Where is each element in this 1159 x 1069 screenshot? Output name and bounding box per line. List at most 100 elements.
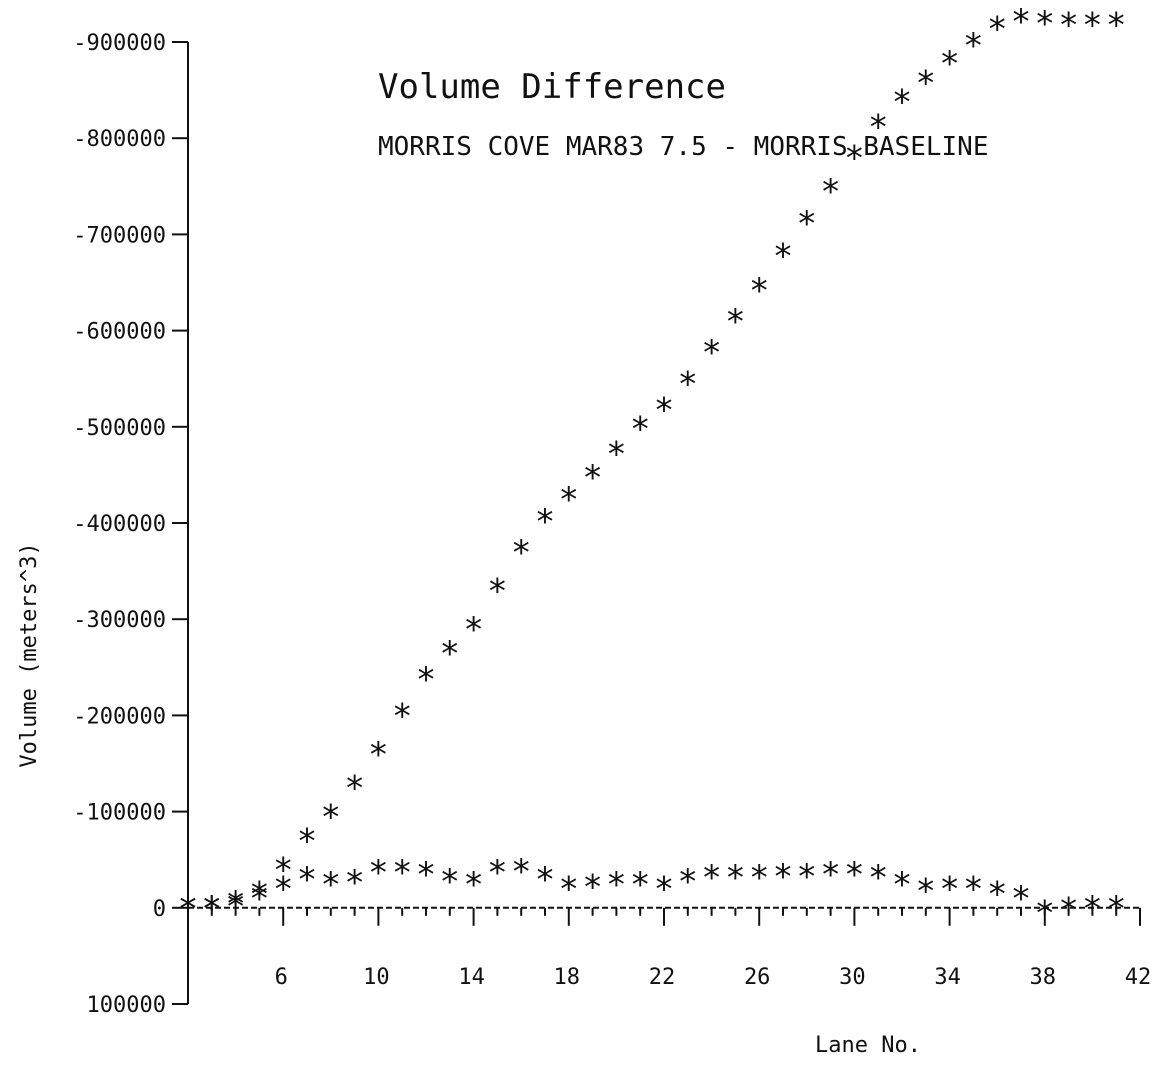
data-point-series-2: * bbox=[249, 879, 269, 919]
data-point-series-2: * bbox=[297, 860, 317, 900]
data-point-series-1: * bbox=[725, 302, 745, 342]
data-point-series-1: * bbox=[606, 435, 626, 475]
data-point-series-2: * bbox=[392, 853, 412, 893]
data-point-series-2: * bbox=[416, 855, 436, 895]
data-point-series-1: * bbox=[916, 63, 936, 103]
data-point-series-1: * bbox=[1082, 6, 1102, 46]
y-tick-label: -800000 bbox=[73, 127, 166, 152]
data-point-series-2: * bbox=[820, 855, 840, 895]
data-point-series-2: * bbox=[606, 865, 626, 905]
chart-subtitle: MORRIS COVE MAR83 7.5 - MORRIS BASELINE bbox=[378, 132, 988, 162]
data-point-series-1: * bbox=[892, 83, 912, 123]
x-ticks: 6 10 14 18 22 26 30 34 38 42 bbox=[210, 907, 1151, 990]
data-point-series-1: * bbox=[820, 172, 840, 212]
data-point-series-2: * bbox=[1058, 891, 1078, 931]
data-point-series-1: * bbox=[416, 660, 436, 700]
data-point-series-2: * bbox=[321, 865, 341, 905]
data-point-series-2: * bbox=[463, 865, 483, 905]
data-point-series-2: * bbox=[487, 853, 507, 893]
x-tick-label: 14 bbox=[458, 965, 485, 990]
data-point-series-1: * bbox=[654, 390, 674, 430]
y-tick-label: -200000 bbox=[73, 704, 166, 729]
y-tick-label: -600000 bbox=[73, 320, 166, 345]
data-point-series-2: * bbox=[559, 870, 579, 910]
data-point-series-2: * bbox=[868, 858, 888, 898]
data-point-series-2: * bbox=[440, 862, 460, 902]
data-point-series-2: * bbox=[749, 858, 769, 898]
y-ticks: -900000 -800000 -700000 -600000 -500000 -4000… bbox=[73, 31, 188, 1018]
data-point-series-1: * bbox=[773, 237, 793, 277]
data-point-series-1: * bbox=[249, 874, 269, 914]
data-point-series-2: * bbox=[797, 857, 817, 897]
data-point-series-1: * bbox=[344, 769, 364, 809]
data-point-series-1: * bbox=[559, 480, 579, 520]
data-point-series-2: * bbox=[773, 857, 793, 897]
data-point-series-1: * bbox=[868, 108, 888, 148]
y-tick-label: -100000 bbox=[73, 801, 166, 826]
axes bbox=[187, 42, 1140, 1004]
data-point-series-1: * bbox=[1035, 4, 1055, 44]
data-points: * * * ***************** *********** * * * * * * * * *… bbox=[178, 2, 1127, 934]
data-point-series-1: * bbox=[678, 365, 698, 405]
data-point-series-1: * bbox=[630, 410, 650, 450]
data-point-series-2: * bbox=[892, 865, 912, 905]
y-tick-label: -900000 bbox=[73, 31, 166, 56]
data-point-series-1: * bbox=[392, 696, 412, 736]
data-point-series-1: * bbox=[202, 889, 222, 929]
data-point-series-2: * bbox=[368, 853, 388, 893]
x-tick-label: 10 bbox=[363, 965, 390, 990]
data-point-series-2: * bbox=[987, 874, 1007, 914]
x-tick-label: 22 bbox=[649, 965, 676, 990]
x-tick-label: 30 bbox=[839, 965, 866, 990]
data-point-series-1: * bbox=[939, 44, 959, 84]
y-tick-label: -500000 bbox=[73, 416, 166, 441]
data-point-series-2: * bbox=[1106, 889, 1126, 929]
data-point-series-2: * bbox=[178, 889, 198, 929]
y-tick-label: 0 bbox=[153, 897, 166, 922]
data-point-series-1: * bbox=[987, 10, 1007, 50]
y-tick-label: 100000 bbox=[87, 993, 166, 1018]
y-tick-label: -700000 bbox=[73, 223, 166, 248]
data-point-series-2: * bbox=[511, 852, 531, 892]
data-point-series-1: * bbox=[511, 533, 531, 573]
x-tick-label: 6 bbox=[275, 965, 288, 990]
data-point-series-1: * bbox=[749, 271, 769, 311]
data-point-series-2: * bbox=[963, 870, 983, 910]
data-point-series-2: * bbox=[273, 870, 293, 910]
data-point-series-2: * bbox=[225, 887, 245, 927]
data-point-series-2: * bbox=[202, 889, 222, 929]
data-point-series-1: * bbox=[963, 26, 983, 66]
y-tick-label: -300000 bbox=[73, 608, 166, 633]
data-point-series-1: * bbox=[321, 797, 341, 837]
data-point-series-2: * bbox=[939, 870, 959, 910]
y-axis-label: Volume (meters^3) bbox=[17, 542, 42, 767]
x-tick-label: 34 bbox=[934, 965, 961, 990]
data-point-series-1: * bbox=[225, 884, 245, 924]
data-point-series-1: * bbox=[1011, 2, 1031, 42]
data-point-series-2: * bbox=[630, 865, 650, 905]
x-tick-label: 18 bbox=[554, 965, 581, 990]
y-tick-label: -400000 bbox=[73, 512, 166, 537]
data-point-series-2: * bbox=[654, 870, 674, 910]
data-point-series-2: * bbox=[725, 858, 745, 898]
data-point-series-2: * bbox=[582, 868, 602, 908]
data-point-series-2: * bbox=[535, 860, 555, 900]
data-point-series-1: * bbox=[178, 889, 198, 929]
data-point-series-2: * bbox=[344, 863, 364, 903]
data-point-series-2: * bbox=[678, 862, 698, 902]
data-point-series-1: * bbox=[1058, 6, 1078, 46]
chart-title: Volume Difference bbox=[378, 67, 726, 107]
data-point-series-1: * bbox=[440, 634, 460, 674]
data-point-series-1: * bbox=[487, 571, 507, 611]
data-point-series-2: * bbox=[1035, 894, 1055, 934]
x-axis-label: Lane No. bbox=[815, 1033, 921, 1058]
data-point-series-1: * bbox=[368, 735, 388, 775]
data-point-series-2: * bbox=[1011, 879, 1031, 919]
data-point-series-1: * bbox=[297, 821, 317, 861]
data-point-series-1: * bbox=[582, 458, 602, 498]
data-point-series-2: * bbox=[1082, 889, 1102, 929]
data-point-series-1: * bbox=[535, 502, 555, 542]
data-point-series-1: * bbox=[1106, 6, 1126, 46]
x-tick-label: 26 bbox=[744, 965, 771, 990]
